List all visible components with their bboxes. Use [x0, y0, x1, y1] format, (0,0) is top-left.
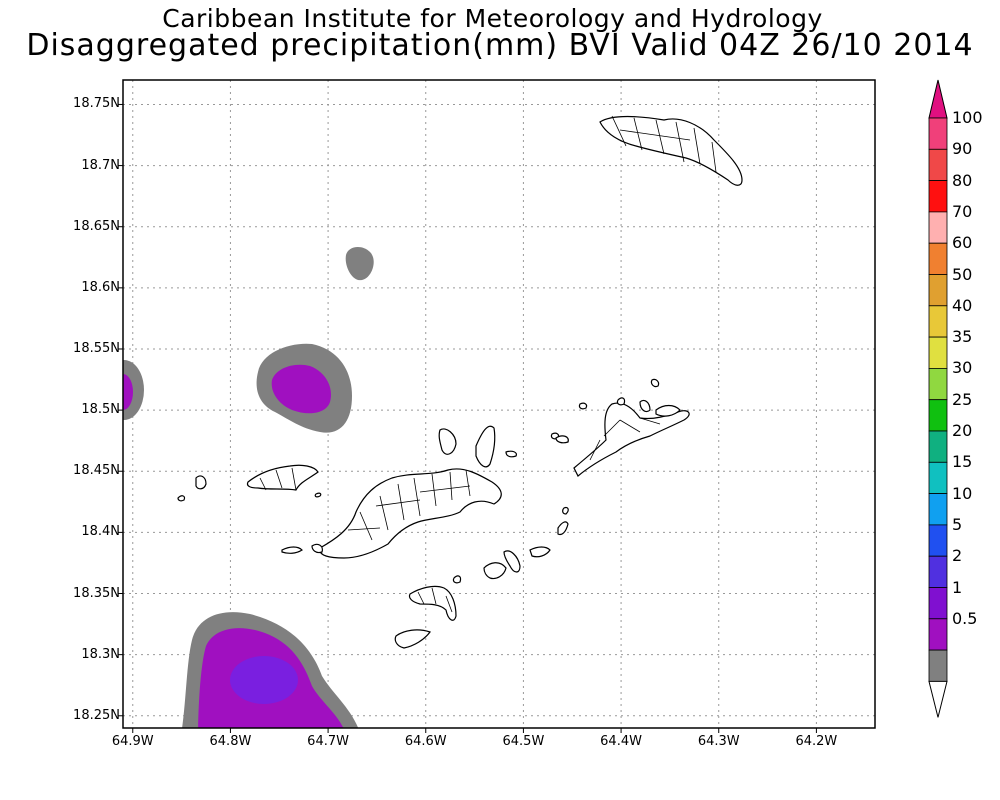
island-tortola — [319, 468, 502, 559]
colorbar-label: 30 — [952, 358, 973, 378]
lon-tick-label: 64.3W — [697, 734, 740, 749]
island-sandy-cay — [314, 492, 322, 498]
lat-tick-label: 18.35N — [73, 585, 120, 601]
colorbar-segment — [928, 211, 948, 244]
colorbar-segment — [928, 242, 948, 275]
colorbar-segment — [928, 587, 948, 620]
colorbar-segment — [928, 367, 948, 401]
lon-tick-label: 64.6W — [404, 734, 447, 749]
colorbar-label: 70 — [952, 201, 973, 221]
island-necker — [650, 378, 660, 388]
lon-tick-label: 64.7W — [307, 734, 349, 749]
colorbar-label: 1 — [952, 577, 963, 597]
lat-tick-label: 18.3N — [81, 646, 120, 662]
colorbar — [928, 79, 948, 718]
lat-tick-label: 18.75N — [73, 96, 120, 112]
lon-tick-label: 64.4W — [600, 734, 642, 749]
island-little-camanoe — [505, 450, 517, 458]
colorbar-label: 35 — [952, 327, 973, 347]
colorbar-segment — [928, 461, 948, 494]
plot-frame — [122, 79, 876, 729]
colorbar-label: 0.5 — [952, 608, 978, 628]
colorbar-segment — [928, 274, 948, 307]
colorbar-label: 100 — [952, 108, 983, 127]
colorbar-segment — [928, 399, 948, 432]
island-jost-van-dyke — [246, 464, 319, 491]
island-peter — [394, 629, 431, 649]
colorbar-label: 25 — [952, 389, 973, 409]
island-round-rock — [562, 506, 569, 515]
island-dead-chest — [452, 575, 462, 584]
colorbar-segment — [928, 180, 948, 213]
island-fallen-jerusalem — [557, 521, 569, 536]
colorbar-label: 90 — [952, 139, 973, 159]
precip-shading — [123, 246, 374, 728]
colorbar-label: 50 — [952, 264, 973, 284]
axis-ticks — [118, 103, 817, 733]
colorbar-segment — [928, 148, 948, 182]
island-little-thatch — [195, 475, 207, 490]
colorbar-segment — [928, 336, 948, 369]
island-great-dog — [578, 402, 588, 410]
colorbar-label: 80 — [952, 170, 973, 190]
colorbar-segment — [928, 117, 948, 150]
island-guana — [438, 428, 457, 455]
island-scrub — [555, 435, 569, 444]
island-broken-jerusalem — [311, 543, 323, 554]
lat-tick-label: 18.25N — [73, 707, 120, 723]
islands — [177, 115, 743, 649]
precip-area-west-inner — [123, 374, 133, 410]
island-beef — [281, 546, 303, 554]
lat-tick-label: 18.5N — [81, 402, 120, 418]
colorbar-label: 40 — [952, 295, 973, 315]
island-eustatia — [655, 404, 681, 417]
lon-tick-label: 64.5W — [502, 734, 545, 749]
lon-tick-label: 64.2W — [795, 734, 838, 749]
precip-area-sw-core — [230, 656, 298, 704]
colorbar-label: 15 — [952, 452, 973, 472]
precip-area-north-small — [345, 246, 374, 281]
colorbar-segment — [928, 524, 948, 557]
island-norman — [483, 562, 507, 580]
lat-tick-label: 18.55N — [73, 340, 120, 356]
island-salt-cooper — [408, 585, 457, 621]
lat-tick-label: 18.7N — [81, 157, 120, 173]
island-mosquito — [639, 399, 651, 413]
island-cooper — [503, 550, 521, 573]
precip-area-nw-inner — [271, 364, 332, 414]
lat-tick-label: 18.6N — [81, 279, 120, 295]
island-anegada — [599, 115, 743, 186]
colorbar-label: 60 — [952, 233, 973, 253]
lat-tick-label: 18.4N — [81, 524, 120, 540]
lat-tick-label: 18.45N — [73, 463, 120, 479]
lon-tick-label: 64.8W — [209, 734, 252, 749]
colorbar-segment — [928, 493, 948, 526]
colorbar-label: 5 — [952, 514, 963, 534]
lon-tick-label: 64.9W — [111, 734, 154, 749]
lat-tick-label: 18.65N — [73, 218, 120, 234]
colorbar-segment — [928, 430, 948, 463]
colorbar-bottom-arrow — [928, 680, 948, 718]
colorbar-label: 2 — [952, 546, 963, 566]
colorbar-segment — [928, 649, 948, 682]
colorbar-segment — [928, 305, 948, 338]
colorbar-label: 20 — [952, 421, 973, 440]
colorbar-label: 10 — [952, 483, 973, 503]
island-small-west — [177, 495, 186, 502]
island-ginger — [529, 546, 551, 558]
island-cell-lines — [259, 115, 717, 613]
island-great-camanoe — [475, 425, 496, 468]
colorbar-top-arrow — [928, 79, 948, 119]
colorbar-segment — [928, 618, 948, 651]
figure-title-institute: Caribbean Institute for Meteorology and … — [162, 4, 823, 33]
island-cockroach — [616, 397, 626, 406]
figure-title-product: Disaggregated precipitation(mm) BVI Vali… — [26, 28, 974, 63]
colorbar-segment — [928, 555, 948, 588]
